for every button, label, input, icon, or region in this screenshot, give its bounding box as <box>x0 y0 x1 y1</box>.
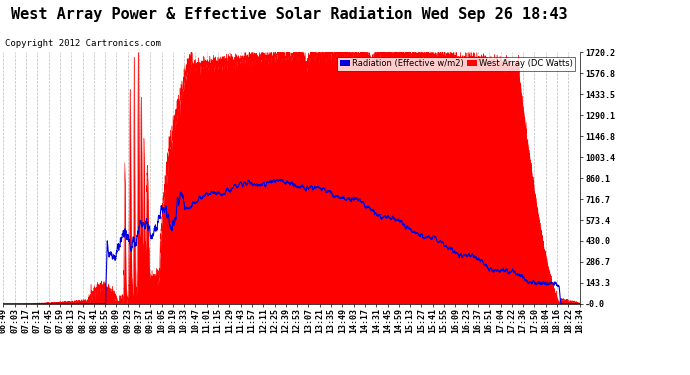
Text: West Array Power & Effective Solar Radiation Wed Sep 26 18:43: West Array Power & Effective Solar Radia… <box>12 6 568 22</box>
Text: Copyright 2012 Cartronics.com: Copyright 2012 Cartronics.com <box>5 39 161 48</box>
Legend: Radiation (Effective w/m2), West Array (DC Watts): Radiation (Effective w/m2), West Array (… <box>337 57 575 70</box>
